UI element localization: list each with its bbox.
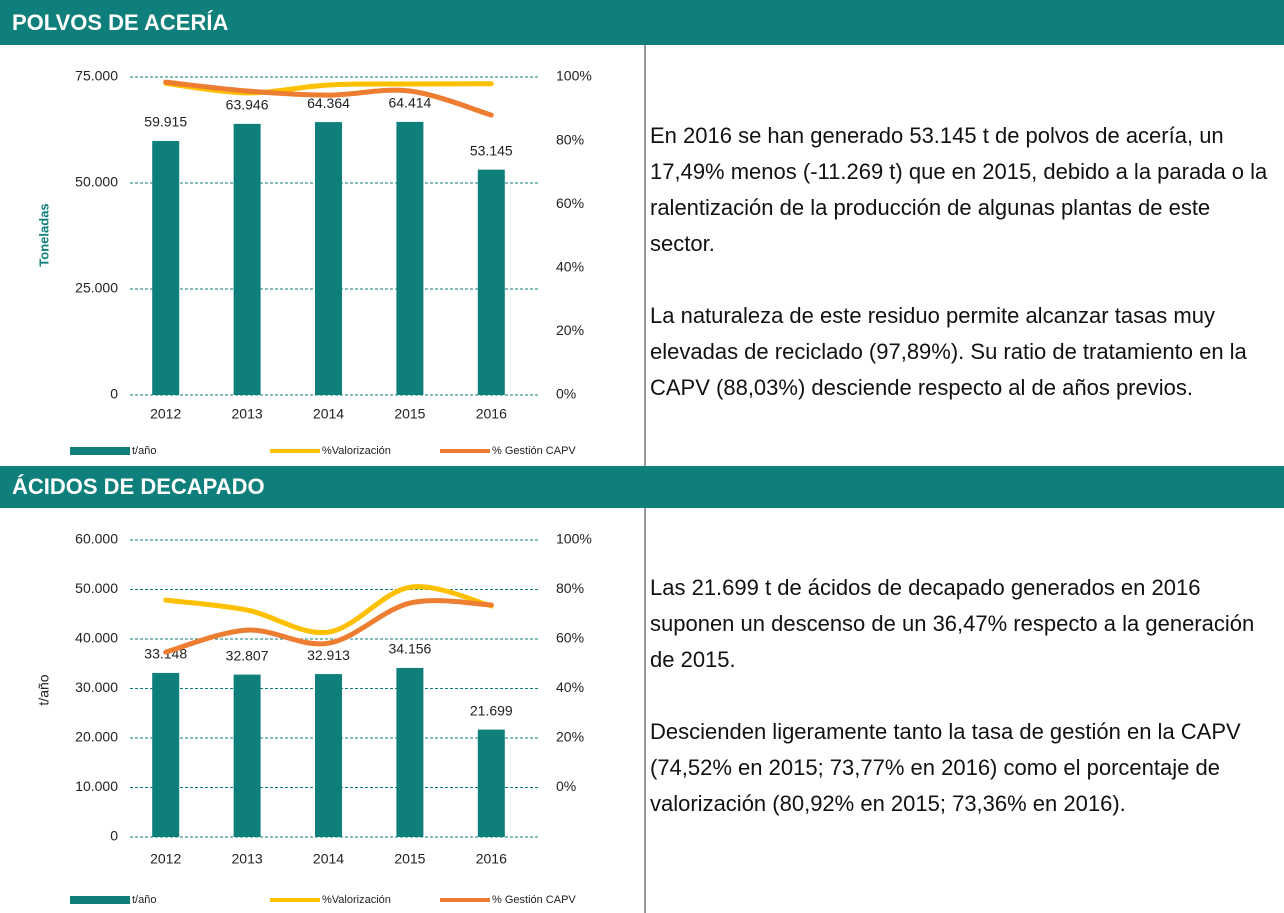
data-label: 21.699 (470, 702, 513, 718)
x-tick-label: 2014 (313, 851, 344, 867)
y2-tick-label: 0% (556, 386, 576, 402)
y-tick-label: 10.000 (75, 778, 118, 794)
x-tick-label: 2015 (394, 406, 425, 422)
y-tick-label: 30.000 (75, 679, 118, 695)
y-tick-label: 20.000 (75, 729, 118, 745)
x-tick-label: 2016 (476, 851, 507, 867)
y-tick-label: 40.000 (75, 630, 118, 646)
bar (477, 169, 505, 395)
y2-tick-label: 100% (556, 531, 592, 547)
data-label: 34.156 (388, 641, 431, 657)
x-tick-label: 2013 (232, 851, 263, 867)
y2-tick-label: 0% (556, 778, 576, 794)
legend-swatch (70, 447, 130, 455)
paragraph: La naturaleza de este residuo permite al… (650, 303, 1247, 400)
legend-swatch (70, 896, 130, 904)
data-label: 32.807 (226, 647, 269, 663)
y-tick-label: 0 (110, 828, 118, 844)
y2-tick-label: 40% (556, 259, 584, 275)
y2-tick-label: 40% (556, 679, 584, 695)
paragraph: Descienden ligeramente tanto la tasa de … (650, 719, 1241, 816)
x-tick-label: 2014 (313, 406, 344, 422)
legend-label: % Gestión CAPV (492, 894, 576, 906)
y-axis-label: Toneladas (36, 203, 51, 266)
legend-label: t/año (132, 894, 156, 906)
legend-label: % Gestión CAPV (492, 445, 576, 457)
y-axis-label: t/año (36, 674, 52, 705)
legend-label: %Valorización (322, 445, 391, 457)
bar (233, 123, 261, 395)
data-label: 32.913 (307, 647, 350, 663)
bar (396, 667, 424, 837)
text-block: En 2016 se han generado 53.145 t de polv… (650, 118, 1278, 442)
y-tick-label: 25.000 (75, 280, 118, 296)
data-label: 63.946 (226, 97, 269, 113)
x-tick-label: 2016 (476, 406, 507, 422)
bar (152, 672, 180, 837)
y2-tick-label: 80% (556, 131, 584, 147)
y2-tick-label: 80% (556, 580, 584, 596)
y2-tick-label: 60% (556, 195, 584, 211)
y-tick-label: 50.000 (75, 174, 118, 190)
section-title: POLVOS DE ACERÍA (0, 0, 1284, 45)
bar (396, 121, 424, 395)
data-label: 53.145 (470, 142, 513, 158)
line-series (163, 598, 494, 655)
y2-tick-label: 20% (556, 729, 584, 745)
bar (477, 729, 505, 837)
bar (152, 140, 180, 395)
bar (233, 674, 261, 837)
y-tick-label: 75.000 (75, 68, 118, 84)
legend-label: %Valorización (322, 894, 391, 906)
y2-tick-label: 100% (556, 68, 592, 84)
data-label: 64.364 (307, 95, 350, 111)
bar (315, 674, 342, 837)
x-tick-label: 2012 (150, 851, 181, 867)
paragraph: En 2016 se han generado 53.145 t de polv… (650, 123, 1268, 256)
bar (315, 122, 342, 395)
x-tick-label: 2015 (394, 851, 425, 867)
data-label: 64.414 (388, 95, 431, 111)
y2-tick-label: 60% (556, 630, 584, 646)
y-tick-label: 0 (110, 386, 118, 402)
legend-label: t/año (132, 445, 156, 457)
line-series (163, 79, 494, 118)
y-tick-label: 60.000 (75, 531, 118, 547)
text-block: Las 21.699 t de ácidos de decapado gener… (650, 570, 1278, 858)
x-tick-label: 2012 (150, 406, 181, 422)
line-series (163, 80, 494, 96)
y-tick-label: 50.000 (75, 580, 118, 596)
section-title: ÁCIDOS DE DECAPADO (0, 466, 1284, 508)
y2-tick-label: 20% (556, 322, 584, 338)
line-series (163, 584, 494, 636)
data-label: 59.915 (144, 114, 187, 130)
paragraph: Las 21.699 t de ácidos de decapado gener… (650, 575, 1255, 672)
x-tick-label: 2013 (232, 406, 263, 422)
